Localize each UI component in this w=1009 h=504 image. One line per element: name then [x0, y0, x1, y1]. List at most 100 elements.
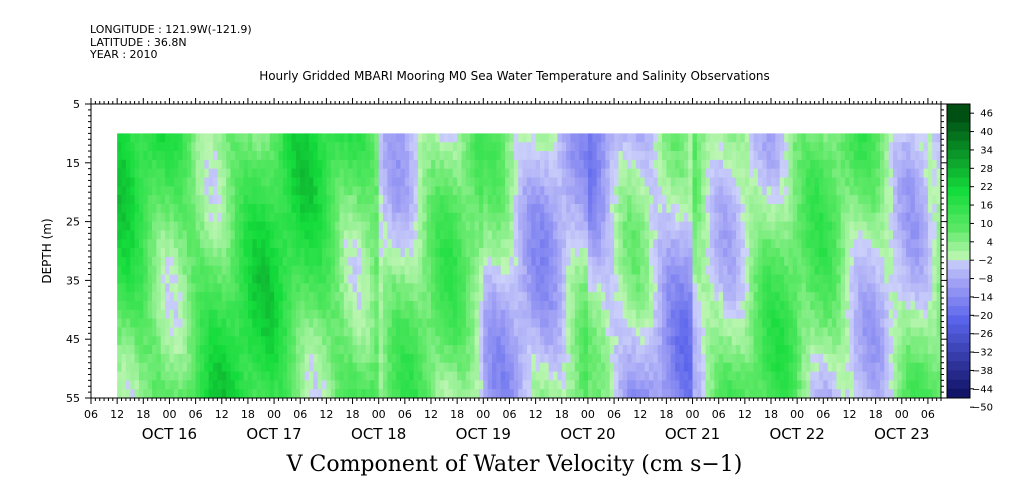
heatmap-cell	[256, 248, 262, 258]
heatmap-cell	[182, 177, 188, 187]
heatmap-cell	[308, 186, 314, 196]
heatmap-cell	[605, 142, 611, 152]
heatmap-cell	[474, 336, 480, 346]
heatmap-cell	[483, 362, 489, 373]
heatmap-cell	[186, 203, 192, 214]
heatmap-cell	[635, 203, 641, 214]
heatmap-cell	[282, 389, 288, 398]
heatmap-cell	[322, 380, 327, 390]
heatmap-cell	[313, 203, 319, 214]
heatmap-cell	[234, 309, 240, 320]
heatmap-cell	[147, 221, 153, 232]
heatmap-cell	[818, 336, 824, 346]
heatmap-cell	[322, 336, 327, 346]
heatmap-cell	[648, 380, 654, 390]
heatmap-cell	[278, 256, 284, 267]
heatmap-cell	[788, 256, 794, 267]
heatmap-cell	[195, 256, 201, 267]
heatmap-cell	[513, 203, 519, 214]
heatmap-cell	[657, 300, 663, 311]
heatmap-cell	[662, 230, 667, 240]
heatmap-cell	[265, 283, 271, 293]
heatmap-cell	[413, 283, 419, 293]
heatmap-cell	[413, 212, 419, 223]
heatmap-cell	[121, 389, 127, 398]
heatmap-cell	[483, 380, 489, 390]
heatmap-cell	[592, 336, 598, 346]
heatmap-cell	[788, 142, 794, 152]
heatmap-cell	[160, 248, 166, 258]
heatmap-cell	[627, 265, 633, 276]
heatmap-cell	[417, 300, 423, 311]
heatmap-cell	[823, 248, 829, 258]
heatmap-cell	[308, 362, 314, 373]
heatmap-cell	[352, 151, 358, 161]
heatmap-cell	[256, 283, 262, 293]
heatmap-cell	[679, 133, 685, 143]
heatmap-cell	[295, 283, 301, 293]
heatmap-cell	[827, 230, 833, 240]
heatmap-cell	[356, 142, 362, 152]
heatmap-cell	[797, 159, 803, 170]
heatmap-cell	[805, 248, 811, 258]
heatmap-cell	[670, 177, 676, 187]
heatmap-cell	[365, 371, 371, 381]
heatmap-cell	[291, 133, 297, 143]
heatmap-cell	[152, 239, 157, 249]
heatmap-cell	[771, 336, 776, 346]
heatmap-cell	[583, 345, 589, 355]
heatmap-cell	[627, 177, 633, 187]
heatmap-cell	[814, 221, 820, 232]
heatmap-cell	[749, 345, 755, 355]
heatmap-cell	[788, 159, 794, 170]
heatmap-cell	[705, 177, 711, 187]
heatmap-cell	[143, 248, 149, 258]
heatmap-cell	[409, 318, 415, 329]
heatmap-cell	[330, 168, 336, 179]
heatmap-cell	[544, 300, 550, 311]
heatmap-cell	[282, 256, 288, 267]
heatmap-cell	[243, 195, 249, 205]
heatmap-cell	[775, 248, 781, 258]
heatmap-cell	[322, 230, 327, 240]
heatmap-cell	[731, 309, 737, 320]
heatmap-cell	[221, 318, 227, 329]
heatmap-cell	[836, 380, 842, 390]
heatmap-cell	[404, 248, 410, 258]
heatmap-cell	[587, 159, 593, 170]
heatmap-cell	[282, 371, 288, 381]
heatmap-cell	[544, 142, 550, 152]
heatmap-cell	[186, 362, 192, 373]
heatmap-cell	[474, 309, 480, 320]
heatmap-cell	[670, 300, 676, 311]
heatmap-cell	[601, 336, 606, 346]
heatmap-cell	[435, 168, 441, 179]
heatmap-cell	[256, 203, 262, 214]
heatmap-cell	[274, 318, 280, 329]
heatmap-cell	[256, 389, 262, 398]
heatmap-cell	[539, 212, 545, 223]
heatmap-cell	[265, 345, 271, 355]
heatmap-cell	[369, 336, 375, 346]
heatmap-cell	[204, 151, 210, 161]
heatmap-cell	[832, 336, 837, 346]
heatmap-cell	[378, 318, 384, 329]
heatmap-cell	[130, 230, 136, 240]
heatmap-cell	[683, 230, 689, 240]
heatmap-cell	[744, 221, 750, 232]
heatmap-cell	[736, 283, 742, 293]
heatmap-cell	[400, 309, 406, 320]
heatmap-cell	[234, 248, 240, 258]
heatmap-cell	[287, 300, 293, 311]
heatmap-cell	[439, 318, 445, 329]
heatmap-cell	[317, 371, 323, 381]
heatmap-cell	[391, 203, 397, 214]
heatmap-cell	[252, 265, 258, 276]
heatmap-cell	[365, 212, 371, 223]
heatmap-cell	[374, 230, 380, 240]
heatmap-cell	[771, 371, 776, 381]
heatmap-cell	[762, 362, 768, 373]
heatmap-cell	[461, 159, 467, 170]
heatmap-cell	[138, 292, 144, 302]
heatmap-cell	[339, 345, 345, 355]
